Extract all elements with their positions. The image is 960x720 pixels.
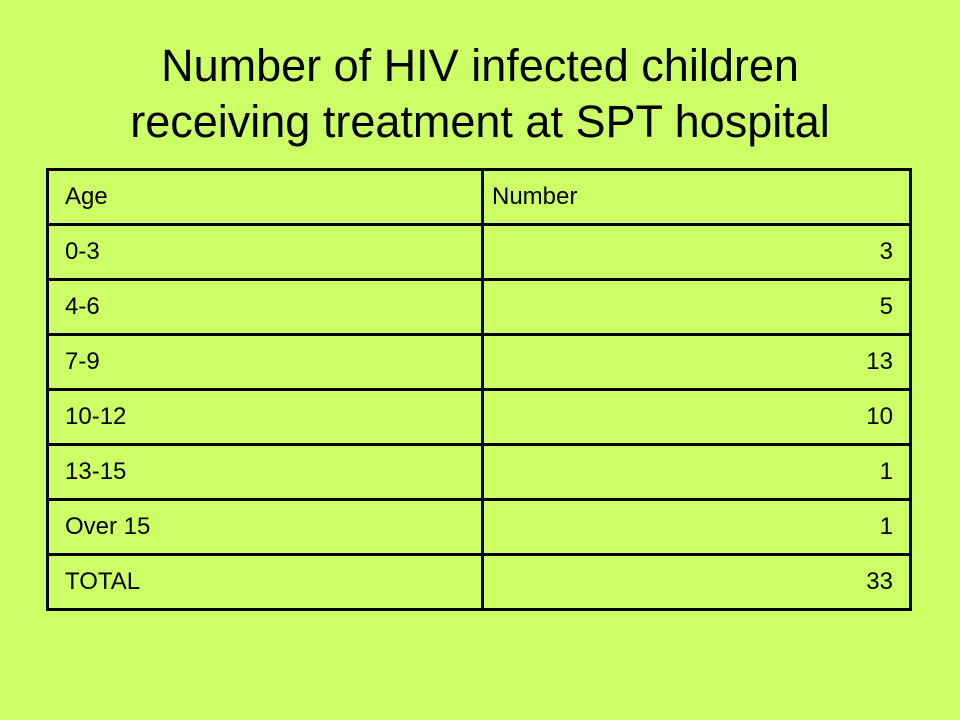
table-row: 4-6 5 bbox=[46, 278, 912, 336]
table-header-row: Age Number bbox=[46, 168, 912, 226]
table-row: 10-12 10 bbox=[46, 388, 912, 446]
number-cell: 10 bbox=[481, 388, 912, 446]
table-row: 0-3 3 bbox=[46, 223, 912, 281]
number-cell: 1 bbox=[481, 498, 912, 556]
table-total-row: TOTAL 33 bbox=[46, 553, 912, 611]
number-cell: 13 bbox=[481, 333, 912, 391]
age-cell: 13-15 bbox=[46, 443, 484, 501]
title-line-2: receiving treatment at SPT hospital bbox=[130, 96, 830, 147]
age-cell: 4-6 bbox=[46, 278, 484, 336]
age-cell: 7-9 bbox=[46, 333, 484, 391]
age-cell: 0-3 bbox=[46, 223, 484, 281]
slide-title: Number of HIV infected children receivin… bbox=[0, 38, 960, 150]
table-row: 7-9 13 bbox=[46, 333, 912, 391]
header-age: Age bbox=[46, 168, 484, 226]
age-cell: 10-12 bbox=[46, 388, 484, 446]
hiv-children-table: Age Number 0-3 3 4-6 5 7-9 13 10-12 10 1… bbox=[46, 168, 912, 611]
header-number: Number bbox=[481, 168, 912, 226]
age-cell: Over 15 bbox=[46, 498, 484, 556]
number-cell: 1 bbox=[481, 443, 912, 501]
total-value-cell: 33 bbox=[481, 553, 912, 611]
number-cell: 3 bbox=[481, 223, 912, 281]
table-row: Over 15 1 bbox=[46, 498, 912, 556]
total-label-cell: TOTAL bbox=[46, 553, 484, 611]
number-cell: 5 bbox=[481, 278, 912, 336]
table-row: 13-15 1 bbox=[46, 443, 912, 501]
title-line-1: Number of HIV infected children bbox=[161, 40, 799, 91]
